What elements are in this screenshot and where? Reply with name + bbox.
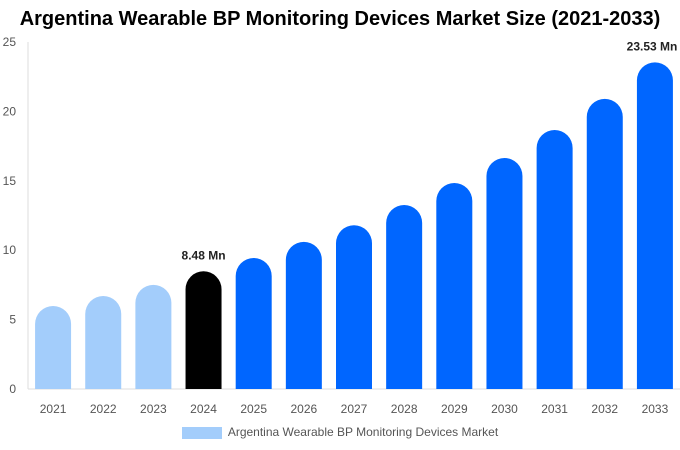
x-tick-label: 2025 <box>240 402 267 416</box>
x-tick-label: 2030 <box>491 402 518 416</box>
legend-label: Argentina Wearable BP Monitoring Devices… <box>227 425 499 439</box>
bar-2027 <box>336 225 372 389</box>
bar-2023 <box>135 284 172 389</box>
x-tick-label: 2032 <box>591 402 618 416</box>
x-tick-label: 2021 <box>40 402 67 416</box>
x-tick-label: 2024 <box>190 402 217 416</box>
bar-2029 <box>436 183 473 389</box>
y-tick-label: 10 <box>3 243 17 257</box>
legend: Argentina Wearable BP Monitoring Devices… <box>0 425 680 439</box>
legend-swatch <box>181 426 222 439</box>
x-tick-label: 2022 <box>90 402 117 416</box>
bar-2025 <box>235 257 272 389</box>
y-tick-label: 25 <box>3 35 17 49</box>
bar-2030 <box>486 158 523 389</box>
data-label: 23.53 Mn <box>627 39 678 53</box>
bar-2022 <box>85 296 122 389</box>
y-tick-label: 15 <box>3 174 17 188</box>
bar-2033 <box>636 62 673 390</box>
x-tick-label: 2027 <box>341 402 368 416</box>
bar-2032 <box>586 98 623 390</box>
bar-2024 <box>185 271 222 389</box>
y-tick-label: 5 <box>9 313 16 327</box>
bar-2021 <box>35 306 72 389</box>
y-tick-label: 0 <box>9 382 16 396</box>
x-tick-label: 2026 <box>290 402 317 416</box>
x-tick-label: 2031 <box>541 402 568 416</box>
x-tick-label: 2029 <box>441 402 468 416</box>
x-tick-label: 2033 <box>642 402 669 416</box>
data-label: 8.48 Mn <box>182 248 226 262</box>
x-tick-label: 2028 <box>391 402 418 416</box>
chart-title: Argentina Wearable BP Monitoring Devices… <box>19 8 661 30</box>
bar-2031 <box>536 129 573 389</box>
x-tick-label: 2023 <box>140 402 167 416</box>
bar-2028 <box>386 204 423 389</box>
y-tick-label: 20 <box>3 104 17 118</box>
bar-2026 <box>285 241 322 389</box>
